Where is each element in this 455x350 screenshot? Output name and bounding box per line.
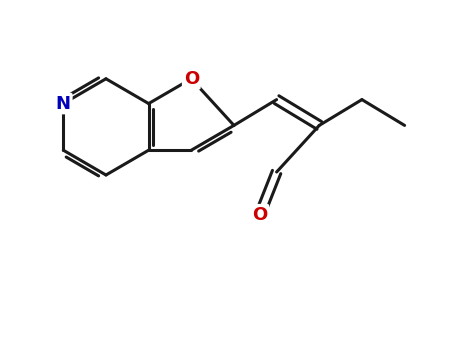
Text: O: O [184, 70, 199, 88]
Text: O: O [252, 206, 268, 224]
Text: N: N [56, 94, 71, 113]
